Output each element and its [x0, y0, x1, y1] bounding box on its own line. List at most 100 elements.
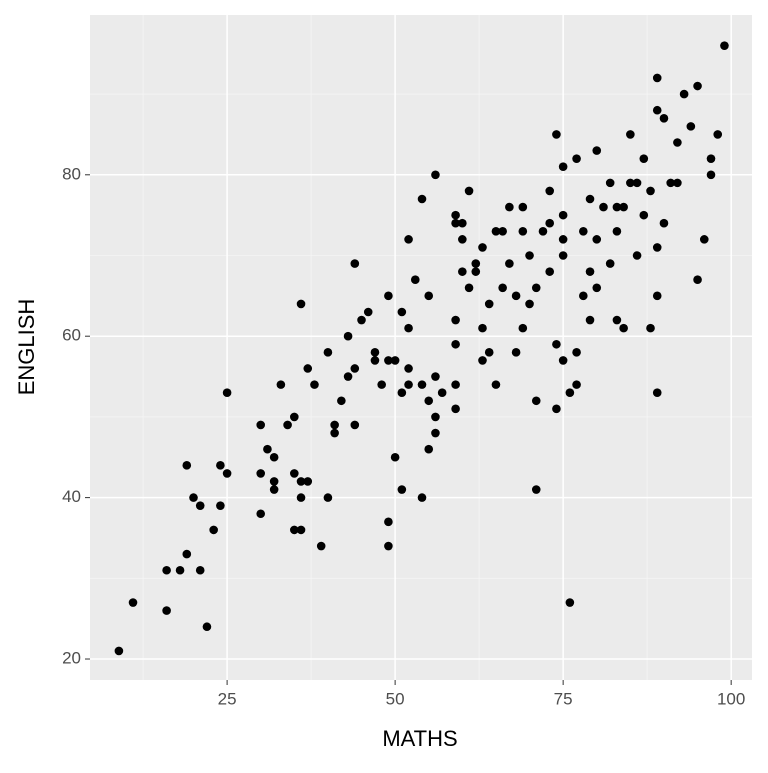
y-tick-label: 20 — [62, 649, 81, 668]
point — [417, 380, 427, 389]
point — [323, 493, 333, 502]
point — [505, 202, 514, 212]
point — [558, 162, 568, 172]
point — [531, 485, 541, 494]
point — [579, 291, 588, 301]
point — [464, 283, 474, 293]
point — [350, 259, 360, 268]
point — [511, 348, 521, 357]
point — [343, 331, 353, 341]
point — [451, 315, 460, 325]
point — [283, 420, 292, 430]
point — [182, 549, 192, 559]
x-tick-label: 50 — [386, 689, 405, 708]
point — [531, 396, 541, 406]
point — [397, 307, 407, 317]
point — [464, 186, 474, 196]
point — [518, 323, 528, 333]
point — [626, 178, 635, 188]
point — [686, 122, 696, 131]
point — [619, 202, 628, 212]
point — [659, 114, 669, 123]
y-tick-label: 60 — [62, 326, 81, 345]
point — [552, 404, 561, 414]
point — [424, 291, 434, 301]
point — [404, 323, 413, 333]
point — [619, 323, 628, 333]
point — [552, 130, 561, 139]
point — [114, 646, 124, 656]
point — [222, 388, 232, 397]
point — [296, 299, 306, 309]
x-tick-label: 100 — [717, 689, 745, 708]
point — [518, 202, 528, 212]
point — [626, 130, 635, 139]
point — [652, 105, 662, 115]
point — [545, 186, 555, 196]
point — [216, 461, 225, 470]
point — [384, 541, 393, 551]
point — [343, 372, 353, 381]
point — [384, 517, 393, 527]
point — [451, 404, 460, 414]
point — [484, 348, 494, 357]
point — [162, 565, 171, 575]
point — [384, 356, 393, 365]
point — [202, 622, 212, 632]
point — [451, 210, 460, 220]
point — [646, 186, 655, 196]
point — [417, 194, 427, 204]
y-axis-label: ENGLISH — [14, 299, 39, 396]
point — [350, 420, 360, 430]
point — [303, 477, 313, 486]
point — [659, 218, 669, 228]
point — [330, 428, 339, 438]
point — [471, 267, 481, 276]
point — [572, 348, 581, 357]
point — [652, 73, 662, 83]
point — [599, 202, 608, 212]
point — [330, 420, 339, 430]
point — [552, 339, 561, 349]
point — [525, 299, 534, 309]
point — [558, 235, 568, 244]
point — [699, 235, 709, 244]
point — [451, 380, 460, 389]
x-axis-label: MATHS — [382, 726, 457, 751]
point — [290, 525, 299, 535]
point — [128, 598, 138, 607]
panel — [90, 15, 752, 680]
point — [666, 178, 675, 188]
point — [397, 485, 407, 494]
point — [404, 235, 413, 244]
point — [592, 235, 602, 244]
x-tick-label: 75 — [554, 689, 573, 708]
point — [538, 226, 548, 236]
point — [424, 444, 434, 454]
point — [478, 356, 487, 365]
point — [269, 452, 279, 462]
point — [484, 299, 494, 309]
point — [605, 259, 615, 268]
point — [377, 380, 386, 389]
point — [478, 243, 487, 252]
point — [632, 251, 642, 260]
point — [605, 178, 615, 188]
y-tick-label: 40 — [62, 487, 81, 506]
point — [706, 170, 716, 180]
point — [585, 194, 595, 204]
point — [424, 396, 434, 406]
point — [216, 501, 225, 510]
point — [545, 267, 555, 276]
point — [451, 218, 460, 228]
point — [417, 493, 427, 502]
point — [256, 469, 266, 478]
point — [290, 412, 299, 422]
point — [458, 218, 467, 228]
point — [579, 226, 588, 236]
point — [639, 154, 649, 163]
point — [525, 251, 534, 260]
point — [363, 307, 373, 317]
point — [458, 235, 467, 244]
